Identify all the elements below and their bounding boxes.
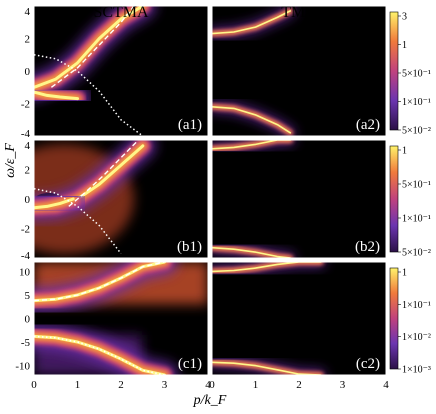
y-tick-label: -4 [21, 250, 31, 262]
upper-branch-b2 [212, 140, 296, 154]
panel-frame [33, 5, 209, 137]
lower-branch-b1 [34, 186, 87, 221]
y-tick-label: 10 [19, 266, 31, 278]
colorbar-1 [389, 145, 399, 253]
lower-branch-c1 [34, 323, 178, 375]
lower-branch-a1-layer-3 [34, 90, 79, 101]
upper-branch-c2 [212, 262, 326, 277]
y-tick-label: 0 [25, 314, 31, 326]
x-axis-label: p/k_F [193, 393, 227, 408]
upper-branch-a2 [212, 6, 296, 39]
panel-label-a2: (a2) [356, 117, 380, 133]
lower-branch-b1-layer-3 [34, 197, 75, 210]
y-tick-label: 0 [25, 194, 31, 206]
column-title-sctma: SCTMA [93, 4, 149, 21]
lower-branch-b2-layer-3 [212, 246, 292, 258]
colorbar-tick-label: 1×10⁻³ [402, 365, 431, 376]
x-tick-label: 1 [75, 379, 81, 391]
column-title-tma: TMA [281, 4, 317, 21]
colorbar-2 [389, 267, 399, 370]
x-tick-label: 3 [162, 379, 168, 391]
colorbar-tick-label: 1×10⁻¹ [402, 97, 431, 108]
x-tick-label: 2 [118, 379, 124, 391]
colorbar-tick-label: 5×10⁻¹ [402, 180, 431, 191]
dashed-curve-c1 [34, 262, 165, 302]
panel-label-c2: (c2) [356, 356, 380, 372]
colorbar-tick-label: 3 [402, 12, 407, 23]
panel-c2 [212, 262, 326, 375]
y-tick-label: 0 [25, 66, 31, 78]
x-tick-label: 0 [209, 379, 215, 391]
colorbar-0 [389, 11, 399, 131]
upper-branch-a1 [34, 6, 156, 101]
x-tick-label: 1 [253, 379, 259, 391]
panel-frame [211, 261, 387, 376]
colorbar-tick-label: 1×10⁻¹ [402, 300, 431, 311]
colorbar-tick-label: 1 [402, 40, 407, 51]
panel-c1 [34, 262, 208, 375]
panel-frame [211, 139, 387, 259]
colorbar-tick-label: 1 [402, 146, 407, 157]
colorbar-tick-label: 5×10⁻¹ [402, 69, 431, 80]
panel-background-b2 [212, 140, 386, 258]
colorbar-tick-label: 5×10⁻² [402, 248, 431, 259]
lower-branch-a2 [212, 101, 296, 136]
panel-label-b2: (b2) [355, 239, 380, 255]
y-tick-label: -5 [21, 337, 31, 349]
y-tick-label: -4 [21, 128, 31, 140]
y-tick-label: -10 [15, 361, 30, 373]
x-tick-label: 4 [205, 379, 211, 391]
panel-a1 [34, 6, 156, 136]
upper-branch-b2-layer-3 [212, 140, 292, 150]
lower-branch-a1 [34, 79, 91, 112]
lower-branch-c2-layer-3 [212, 361, 322, 375]
x-tick-label: 4 [383, 379, 389, 391]
panel-label-a1: (a1) [178, 117, 202, 133]
y-tick-label: 2 [25, 165, 31, 177]
lower-branch-b2 [212, 242, 296, 258]
dotted-curve-b1 [34, 187, 122, 255]
upper-branch-a2-layer-3 [212, 10, 292, 35]
panel-b1 [34, 140, 156, 255]
colorbar-tick-label: 1×10⁻¹ [402, 214, 431, 225]
x-tick-label: 0 [31, 379, 37, 391]
dashed-curve-a1 [50, 6, 135, 88]
y-tick-label: 5 [25, 290, 31, 302]
y-tick-label: -2 [21, 224, 30, 236]
panel-a2 [212, 6, 296, 136]
y-tick-label: 4 [25, 6, 31, 18]
colorbar-tick-label: 1 [402, 268, 407, 279]
panel-b2 [212, 140, 296, 258]
panel-frame [33, 261, 209, 376]
x-tick-label: 3 [340, 379, 346, 391]
panel-frame [33, 139, 209, 259]
panel-frame [211, 5, 387, 137]
dotted-curve-a1 [34, 54, 144, 136]
upper-branch-c2-layer-3 [212, 262, 322, 273]
panel-label-c1: (c1) [178, 356, 202, 372]
lower-branch-c2 [212, 357, 326, 375]
x-tick-label: 2 [296, 379, 302, 391]
y-tick-label: 4 [25, 140, 31, 152]
y-tick-label: 2 [25, 34, 31, 46]
y-tick-label: -2 [21, 99, 30, 111]
lower-branch-c1-layer-3 [34, 334, 166, 375]
panel-label-b1: (b1) [177, 239, 202, 255]
y-axis-label: ω/ε_F [3, 143, 18, 178]
colorbar-tick-label: 1×10⁻² [402, 332, 431, 343]
colorbar-tick-label: 5×10⁻² [402, 126, 431, 137]
panel-background-c2 [212, 262, 386, 375]
upper-branch-a1-layer-3 [34, 6, 145, 89]
lower-branch-a2-layer-3 [212, 106, 292, 134]
